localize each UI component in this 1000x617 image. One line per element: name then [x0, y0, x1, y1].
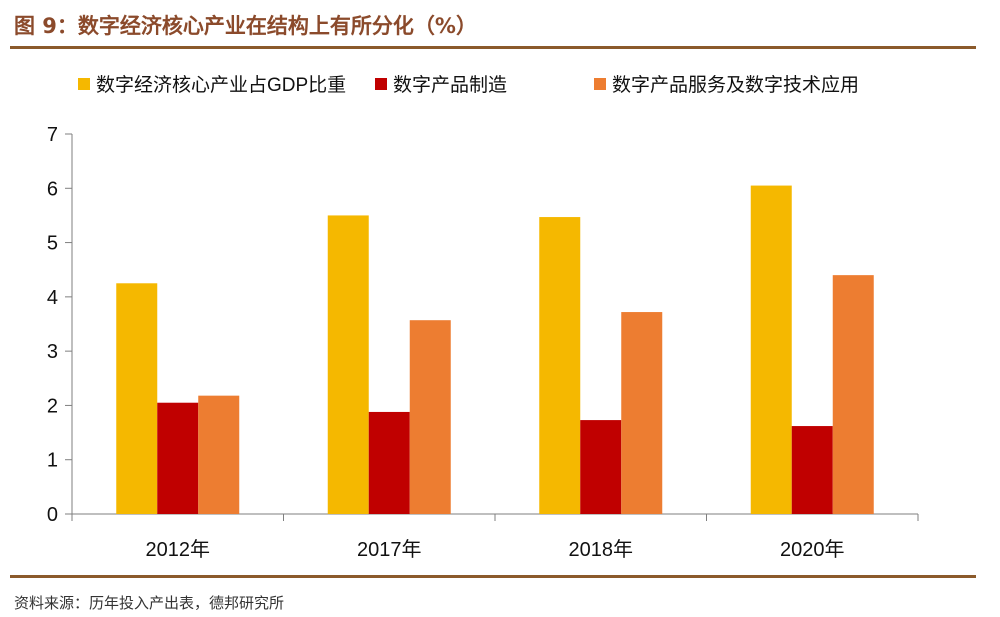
bar-2-4 — [791, 426, 833, 514]
figure-title: 图 9：数字经济核心产业在结构上有所分化（%） — [14, 14, 477, 38]
bar-3-1 — [198, 395, 240, 514]
x-category-label: 2020年 — [780, 538, 845, 561]
legend-swatch-2 — [375, 78, 387, 90]
y-tick-label: 1 — [47, 450, 58, 472]
top-divider — [10, 46, 976, 49]
legend-label-1: 数字经济核心产业占GDP比重 — [96, 74, 346, 96]
bar-3-2 — [409, 320, 451, 514]
x-category-label: 2012年 — [146, 538, 211, 561]
y-tick-label: 3 — [47, 341, 58, 363]
y-tick-label: 4 — [47, 287, 58, 309]
y-tick-label: 0 — [47, 504, 58, 526]
bar-3-4 — [832, 275, 874, 514]
bar-2-2 — [368, 411, 410, 514]
y-tick-label: 2 — [47, 395, 58, 417]
y-axis: 0 1 2 3 4 5 6 7 — [47, 124, 73, 526]
y-tick-label: 6 — [47, 178, 58, 200]
source-note: 资料来源：历年投入产出表，德邦研究所 — [14, 594, 285, 612]
bar-2-1 — [157, 402, 199, 514]
legend-swatch-3 — [594, 78, 606, 90]
bar-1-2 — [327, 215, 369, 514]
x-axis: 2012年 2017年 2018年 2020年 — [71, 513, 919, 561]
bottom-divider — [10, 575, 976, 578]
bar-1-1 — [116, 283, 158, 514]
bars — [116, 185, 874, 515]
bar-1-3 — [539, 217, 581, 515]
legend: 数字经济核心产业占GDP比重 数字产品制造 数字产品服务及数字技术应用 — [78, 74, 859, 96]
bar-1-4 — [750, 185, 792, 515]
legend-label-3: 数字产品服务及数字技术应用 — [612, 74, 859, 96]
legend-label-2: 数字产品制造 — [393, 74, 507, 96]
bar-chart: 数字经济核心产业占GDP比重 数字产品制造 数字产品服务及数字技术应用 0 1 2 3 4 5… — [47, 74, 919, 561]
y-tick-label: 5 — [47, 233, 58, 255]
bar-3-3 — [621, 312, 663, 514]
x-category-label: 2017年 — [357, 538, 422, 561]
x-category-label: 2018年 — [569, 538, 634, 561]
legend-swatch-1 — [78, 78, 90, 90]
bar-2-3 — [580, 420, 622, 514]
y-tick-label: 7 — [47, 124, 58, 146]
